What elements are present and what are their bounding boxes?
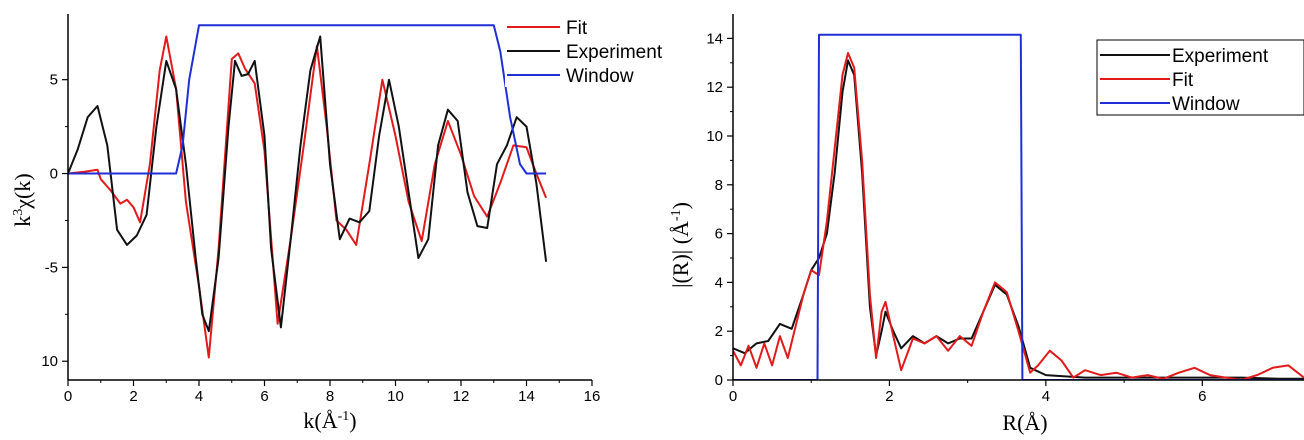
y-tick-label: 10 xyxy=(706,128,723,145)
x-tick-label: 0 xyxy=(729,388,737,405)
series-line-window xyxy=(68,24,547,175)
k-space-chart: 0 2 4 6 8 10 12 14 16 5 0 -5 10 k(Å-1) k3χ(k) Fit Ex… xyxy=(10,14,675,433)
x-tick-label: 6 xyxy=(1198,388,1206,405)
legend-label-window: Window xyxy=(566,66,634,87)
y-tick-label: 6 xyxy=(715,226,723,243)
series-line-fit xyxy=(733,52,1304,380)
y-tick-label: 12 xyxy=(706,79,723,96)
y-tick-label: 8 xyxy=(715,177,723,194)
legend: Experiment Fit Window xyxy=(1096,39,1304,116)
x-axis-title: R(Å) xyxy=(1002,410,1047,435)
r-space-axes: 0 2 4 6 0 2 4 6 8 10 12 14 xyxy=(706,14,1304,405)
series-line-experiment xyxy=(68,35,548,333)
y-tick-label: 0 xyxy=(715,372,723,389)
legend-label-experiment: Experiment xyxy=(1172,46,1269,67)
y-tick-label: 2 xyxy=(715,323,723,340)
legend-label-fit: Fit xyxy=(566,18,588,39)
k-space-series xyxy=(68,24,548,359)
y-axis-title: |(R)| (Å-1) xyxy=(668,202,693,288)
legend-label-experiment: Experiment xyxy=(566,42,663,63)
r-space-series xyxy=(733,33,1304,380)
x-tick-label: 6 xyxy=(260,388,268,405)
series-line-window xyxy=(733,33,1304,380)
y-tick-label: -5 xyxy=(45,259,58,276)
y-tick-label: 10 xyxy=(41,353,58,370)
x-tick-label: 2 xyxy=(885,388,893,405)
x-tick-label: 4 xyxy=(195,388,203,405)
x-tick-label: 4 xyxy=(1042,388,1050,405)
y-axis-title: k3χ(k) xyxy=(10,173,35,226)
y-tick-label: 14 xyxy=(706,30,723,47)
series-line-fit xyxy=(68,35,548,359)
x-tick-label: 12 xyxy=(453,388,470,405)
x-tick-label: 8 xyxy=(326,388,334,405)
x-tick-label: 10 xyxy=(387,388,404,405)
r-space-chart: 0 2 4 6 0 2 4 6 8 10 12 14 R(Å) |(R)| (Å-1) Experim… xyxy=(668,14,1304,435)
legend-label-window: Window xyxy=(1172,94,1240,115)
y-tick-label: 4 xyxy=(715,274,723,291)
legend-label-fit: Fit xyxy=(1172,70,1194,91)
k-space-axes: 0 2 4 6 8 10 12 14 16 5 0 -5 10 xyxy=(41,14,600,405)
y-tick-label: 5 xyxy=(50,72,58,89)
x-tick-label: 2 xyxy=(129,388,137,405)
x-axis-title: k(Å-1) xyxy=(303,408,356,433)
x-tick-label: 16 xyxy=(584,388,601,405)
x-tick-label: 14 xyxy=(518,388,535,405)
y-tick-label: 0 xyxy=(50,166,58,183)
legend: Fit Experiment Window xyxy=(505,14,675,87)
x-tick-label: 0 xyxy=(64,388,72,405)
